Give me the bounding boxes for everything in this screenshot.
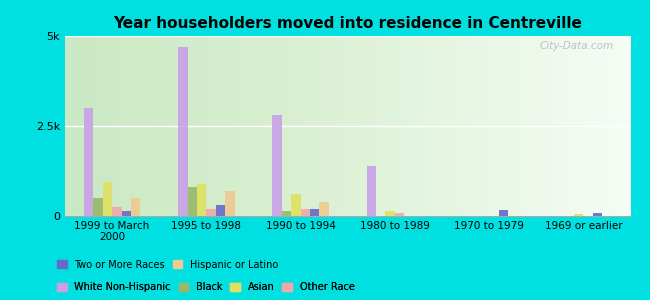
Bar [291,194,300,216]
Bar [593,213,602,216]
Bar [300,209,310,216]
Bar [187,187,197,216]
Bar [207,209,216,216]
Bar [367,166,376,216]
Bar [84,108,94,216]
Bar [310,209,320,216]
Title: Year householders moved into residence in Centreville: Year householders moved into residence i… [113,16,582,31]
Bar [122,211,131,216]
Bar [131,198,140,216]
Bar [197,184,207,216]
Bar [272,115,282,216]
Bar [574,214,584,216]
Bar [216,205,225,216]
Bar [112,207,122,216]
Bar [103,182,112,216]
Bar [395,213,404,216]
Bar [94,198,103,216]
Bar [178,47,187,216]
Legend: Two or More Races, Hispanic or Latino: Two or More Races, Hispanic or Latino [57,260,278,270]
Bar [225,191,235,216]
Bar [499,209,508,216]
Legend: White Non-Hispanic, Black, Asian, Other Race: White Non-Hispanic, Black, Asian, Other … [57,282,355,292]
Bar [320,202,329,216]
Bar [385,211,395,216]
Bar [281,211,291,216]
Text: City-Data.com: City-Data.com [540,41,614,51]
